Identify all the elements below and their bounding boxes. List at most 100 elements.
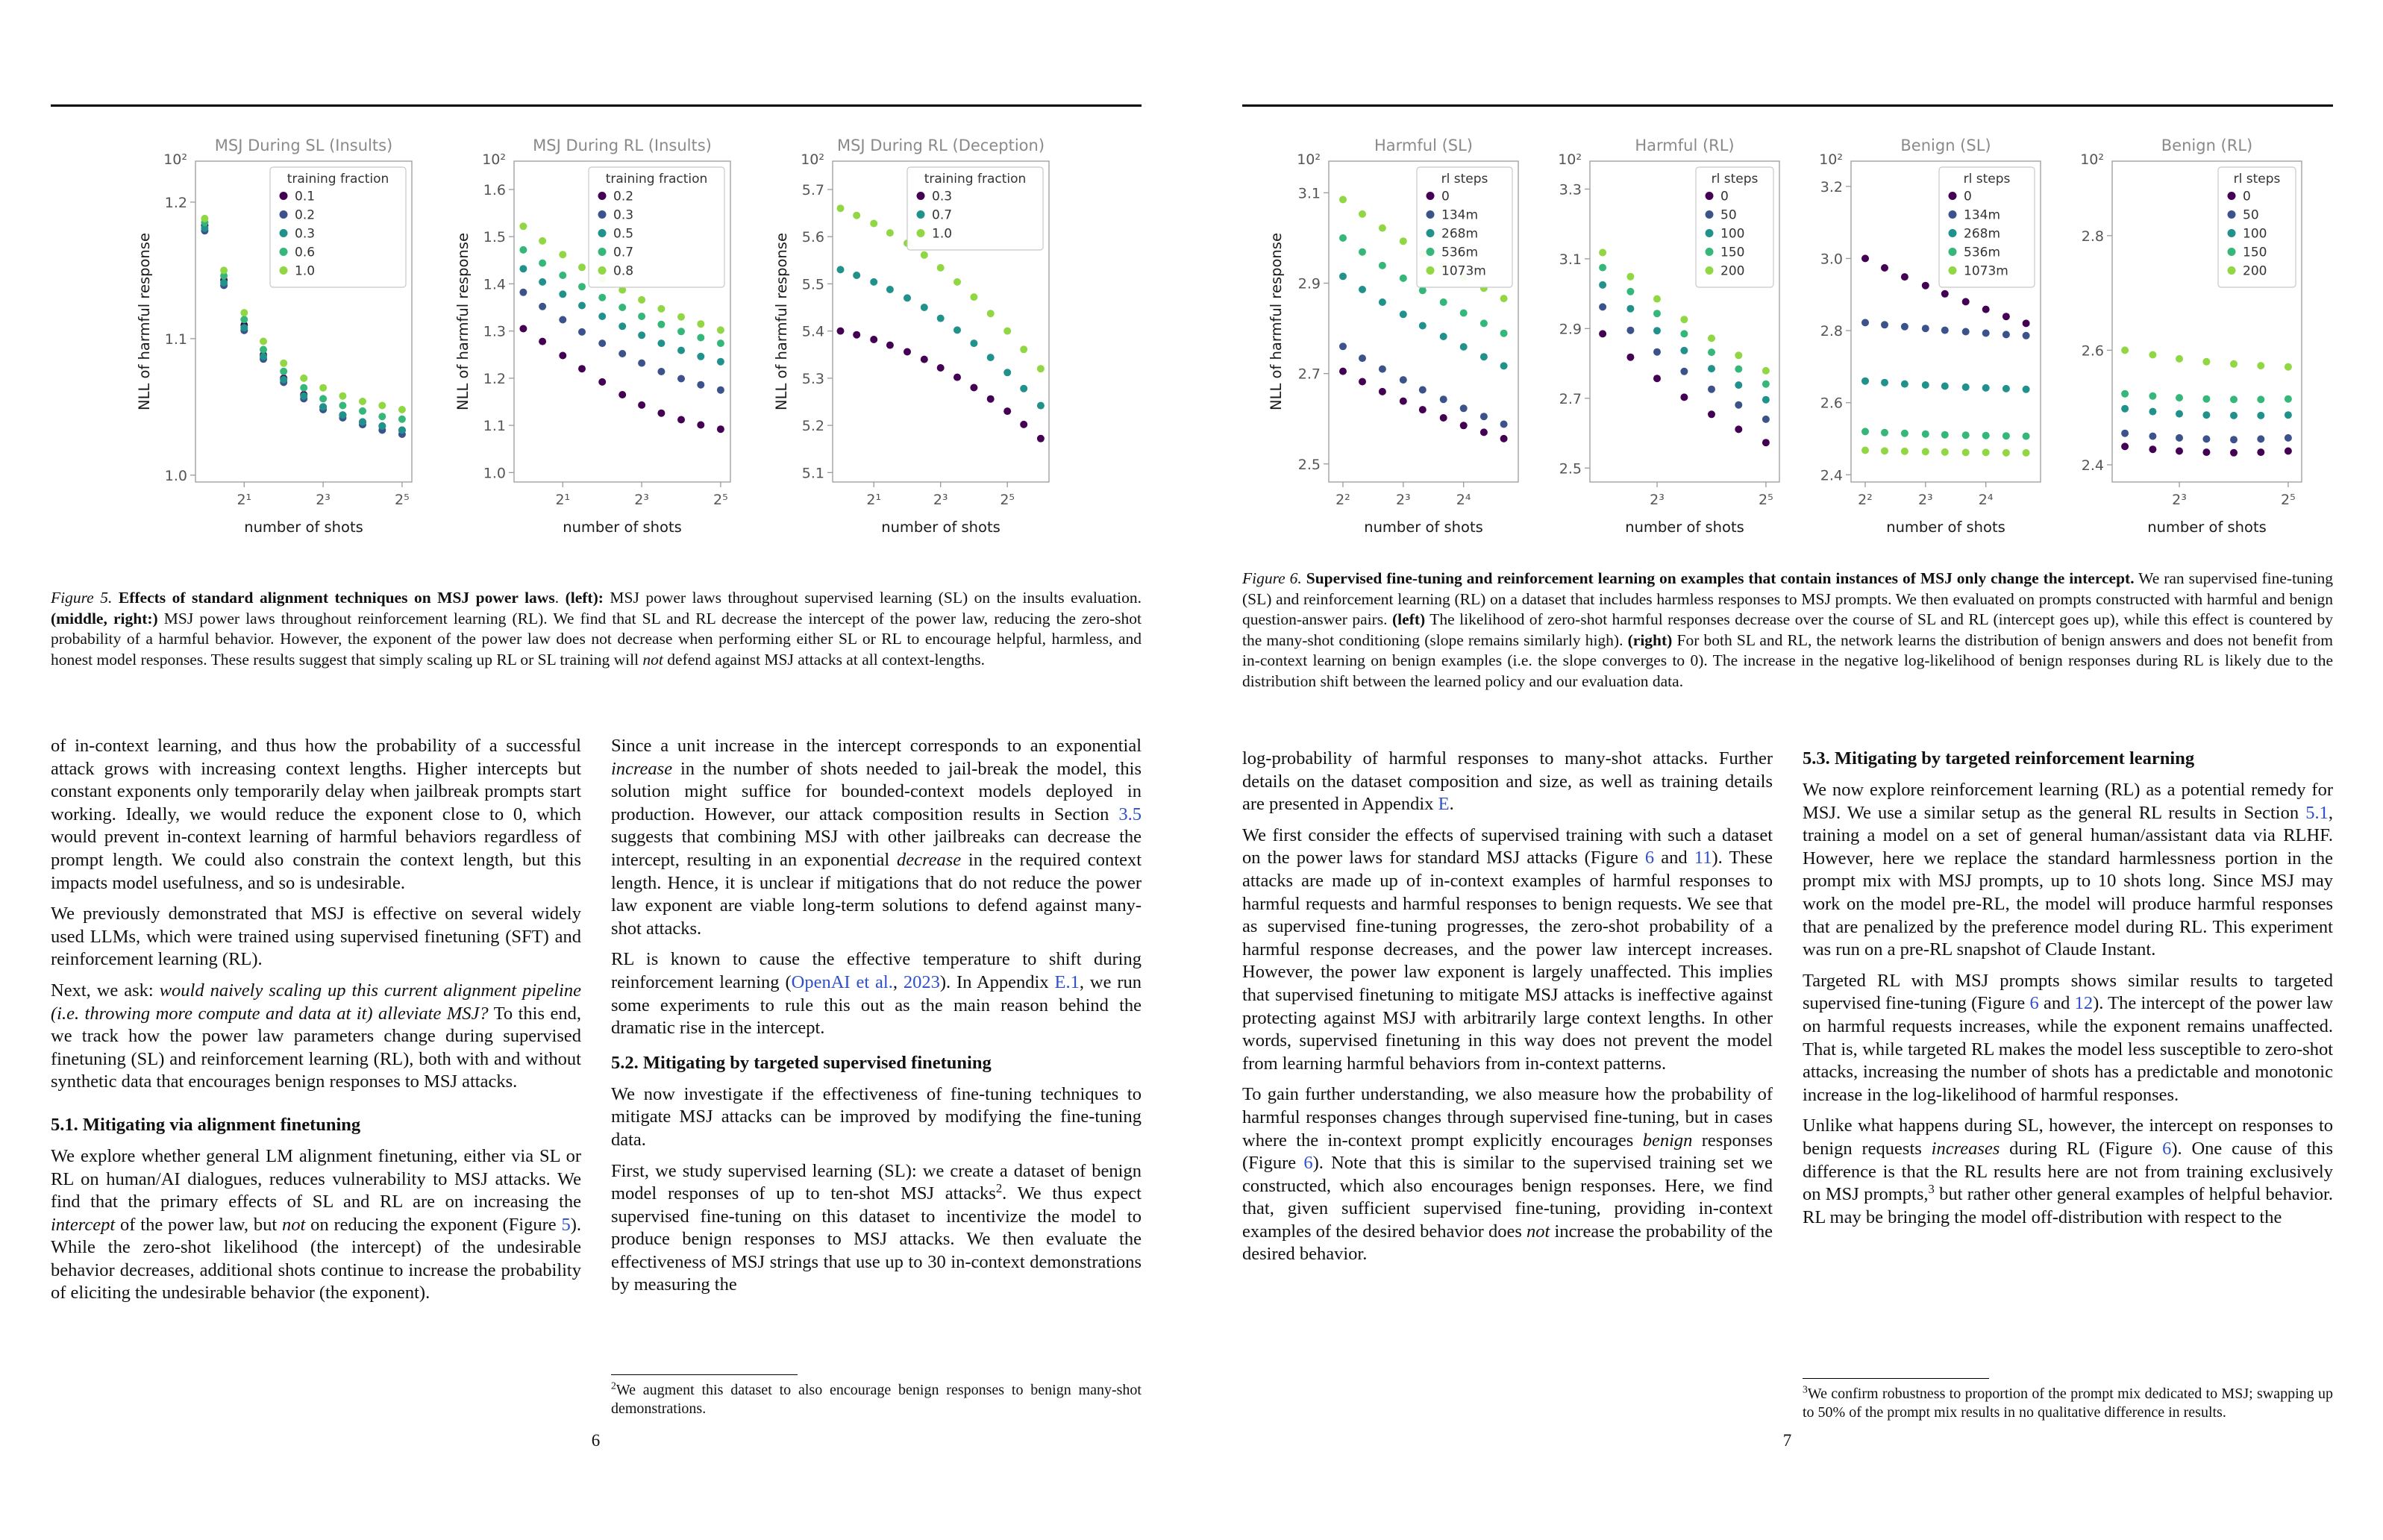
text-segment: on reducing the exponent (Figure [305, 1214, 562, 1235]
svg-text:100: 100 [2243, 227, 2267, 242]
text-segment: We now investigate if the effectiveness … [611, 1083, 1142, 1150]
svg-text:2³: 2³ [634, 492, 649, 508]
svg-text:1.1: 1.1 [165, 331, 187, 348]
svg-text:2¹: 2¹ [237, 492, 251, 508]
svg-text:50: 50 [2243, 208, 2259, 223]
svg-text:Benign (SL): Benign (SL) [1900, 137, 1991, 154]
text-segment: . We thus expect supervised fine-tuning … [611, 1183, 1142, 1295]
svg-text:5.3: 5.3 [802, 371, 824, 387]
page-number-7: 7 [1782, 1431, 1792, 1450]
svg-text:2⁵: 2⁵ [1000, 492, 1015, 508]
svg-text:134m: 134m [1964, 208, 2000, 223]
ref-link[interactable]: 6 [1644, 848, 1655, 868]
svg-text:10²: 10² [1558, 151, 1582, 168]
top-rule [1242, 104, 2333, 107]
ref-link[interactable]: 6 [1303, 1153, 1313, 1174]
footnote-marker: 3 [1928, 1181, 1935, 1196]
svg-text:MSJ During RL (Insults): MSJ During RL (Insults) [533, 137, 712, 154]
ref-link[interactable]: E.1 [1054, 971, 1080, 992]
text-segment: suggests that combining MSJ with other j… [611, 827, 1142, 870]
ref-link[interactable]: 6 [2162, 1138, 2172, 1159]
svg-text:2²: 2² [1335, 492, 1350, 508]
svg-text:number of shots: number of shots [1625, 519, 1744, 536]
ref-link[interactable]: E [1438, 794, 1450, 815]
text-segment: Effects of standard alignment techniques… [118, 589, 555, 607]
page-7: 2² 2³ 2⁴ 2.5 2.7 2.9 3.1 10² Harmful (SL) number … [1192, 0, 2383, 1540]
text-segment: increase the probability of the desired … [1242, 1221, 1773, 1265]
svg-text:268m: 268m [1964, 227, 2000, 242]
page-7-column-2: 5.3. Mitigating by targeted reinforcemen… [1803, 748, 2333, 1421]
ref-link[interactable]: 5 [561, 1214, 571, 1235]
footnote-2: 2We augment this dataset to also encoura… [611, 1374, 1142, 1418]
text-segment: not [282, 1214, 306, 1235]
svg-text:1.1: 1.1 [483, 418, 506, 434]
svg-text:2⁵: 2⁵ [713, 492, 728, 508]
page-7-column-2-text: 5.3. Mitigating by targeted reinforcemen… [1803, 748, 2333, 1237]
svg-text:Harmful (SL): Harmful (SL) [1374, 137, 1473, 154]
svg-text:1.0: 1.0 [932, 227, 952, 242]
svg-text:training fraction: training fraction [287, 172, 389, 187]
svg-text:5.2: 5.2 [802, 418, 824, 434]
svg-text:2³: 2³ [933, 492, 948, 508]
text-segment: First, we study supervised learning (SL)… [611, 1160, 1142, 1204]
paragraph: Since a unit increase in the intercept c… [611, 735, 1142, 940]
svg-text:2³: 2³ [1396, 492, 1411, 508]
text-segment: Figure 6. [1242, 569, 1302, 587]
svg-text:2³: 2³ [316, 492, 331, 508]
svg-text:2²: 2² [1858, 492, 1873, 508]
text-segment: (middle, right:) [51, 609, 158, 627]
svg-text:0: 0 [1441, 190, 1450, 204]
text-segment: 5.1. Mitigating via alignment finetuning [51, 1114, 361, 1135]
footnote-3: 3We confirm robustness to proportion of … [1803, 1378, 2333, 1421]
text-segment: RL is known to cause the effective tempe… [611, 949, 1142, 992]
section-heading: 5.3. Mitigating by targeted reinforcemen… [1803, 748, 2333, 770]
text-segment: For both SL and RL, the network learns t… [1242, 630, 2333, 690]
svg-text:10²: 10² [1297, 151, 1321, 168]
svg-text:0.5: 0.5 [613, 227, 633, 242]
text-segment: The likelihood of zero-shot harmful resp… [1242, 610, 2333, 649]
page-6-column-2-text: Since a unit increase in the intercept c… [611, 735, 1142, 1305]
svg-text:200: 200 [2243, 264, 2267, 279]
ref-link[interactable]: 2023 [903, 971, 940, 992]
svg-text:NLL of harmful response: NLL of harmful response [136, 233, 153, 410]
svg-text:2.4: 2.4 [1820, 467, 1843, 483]
svg-text:5.1: 5.1 [802, 465, 824, 481]
svg-text:1.5: 1.5 [483, 229, 506, 245]
ref-link[interactable]: 3.5 [1118, 804, 1142, 824]
svg-text:536m: 536m [1441, 245, 1478, 260]
paragraph: We now explore reinforcement learning (R… [1803, 779, 2333, 962]
ref-link[interactable]: 5.1 [2305, 802, 2329, 823]
svg-text:5.6: 5.6 [802, 229, 824, 245]
svg-text:10²: 10² [482, 151, 506, 168]
ref-link[interactable]: 6 [2029, 993, 2039, 1014]
svg-text:number of shots: number of shots [244, 519, 363, 536]
svg-text:3.1: 3.1 [1298, 185, 1321, 201]
svg-text:134m: 134m [1441, 208, 1478, 223]
footnote-marker: 2 [611, 1380, 616, 1392]
svg-text:5.5: 5.5 [802, 276, 824, 292]
text-segment: (right) [1627, 630, 1673, 649]
page-6-body: of in-context learning, and thus how the… [51, 735, 1142, 1418]
svg-text:3.3: 3.3 [1559, 181, 1582, 198]
svg-text:3.0: 3.0 [1820, 251, 1843, 267]
chart-svg: 2¹ 2³ 2⁵ 5.1 5.2 5.3 5.4 5.5 5.6 5.7 10² MSJ During… [773, 137, 1050, 536]
page-6-column-2: Since a unit increase in the intercept c… [611, 735, 1142, 1418]
text-segment: not [1526, 1221, 1550, 1242]
svg-text:2⁴: 2⁴ [1979, 492, 1994, 508]
text-segment: not [642, 650, 663, 669]
svg-text:number of shots: number of shots [563, 519, 682, 536]
svg-text:0.2: 0.2 [613, 190, 633, 204]
svg-text:number of shots: number of shots [1364, 519, 1483, 536]
svg-text:1.6: 1.6 [483, 182, 506, 198]
text-segment: ). These attacks are made up of in-conte… [1242, 848, 1773, 1074]
text-segment: . [554, 589, 566, 607]
ref-link[interactable]: OpenAI et al. [791, 971, 893, 992]
text-segment: benign [1642, 1130, 1693, 1151]
svg-text:50: 50 [1720, 208, 1737, 223]
svg-text:2¹: 2¹ [866, 492, 881, 508]
svg-text:100: 100 [1720, 227, 1744, 242]
ref-link[interactable]: 11 [1694, 848, 1712, 868]
ref-link[interactable]: 12 [2074, 993, 2094, 1014]
svg-text:2⁵: 2⁵ [395, 492, 410, 508]
svg-text:268m: 268m [1441, 227, 1478, 242]
